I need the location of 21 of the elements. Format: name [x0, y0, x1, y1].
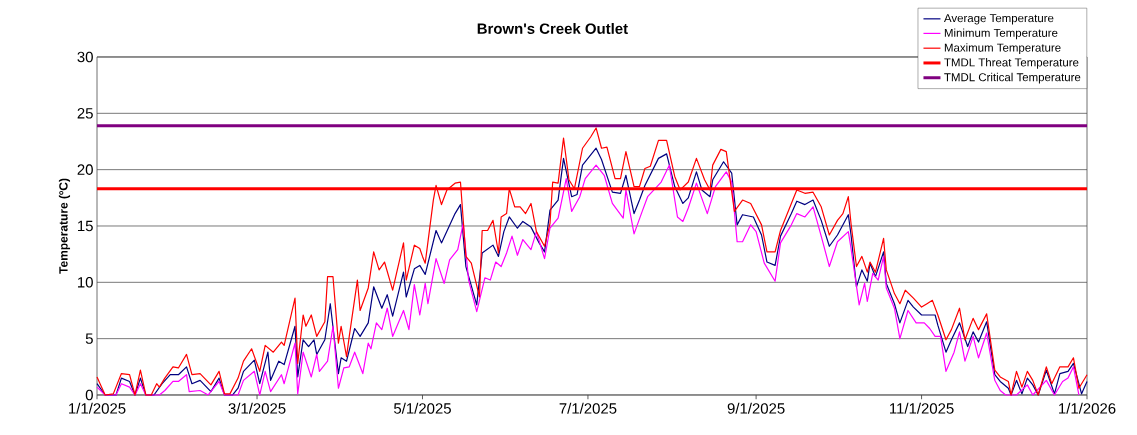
legend-label: TMDL Critical Temperature: [944, 72, 1081, 84]
x-tick-label: 1/1/2025: [69, 402, 126, 414]
y-tick-label: 25: [77, 108, 93, 119]
x-tick-label: 3/1/2025: [228, 402, 286, 414]
x-tick-label: 11/1/2025: [890, 402, 954, 414]
y-tick-label: 20: [77, 164, 93, 175]
y-tick-label: 10: [78, 277, 93, 288]
x-tick-label: 1/1/2026: [1059, 402, 1116, 414]
y-tick-label: 15: [78, 220, 93, 232]
legend-label: Maximum Temperature: [944, 43, 1061, 54]
y-axis-title: Temperature (ºC): [58, 178, 71, 274]
y-tick-label: 5: [85, 333, 93, 344]
chart-title: Brown's Creek Outlet: [477, 23, 628, 34]
y-tick-label: 0: [85, 389, 93, 401]
legend-label: TMDL Threat Temperature: [944, 58, 1079, 69]
x-tick-label: 9/1/2025: [727, 402, 785, 414]
x-tick-label: 7/1/2025: [559, 402, 617, 414]
legend-label: Average Temperature: [943, 14, 1054, 25]
x-tick-label: 5/1/2025: [394, 402, 451, 414]
legend-label: Minimum Temperature: [944, 28, 1058, 40]
y-tick-label: 30: [77, 51, 93, 63]
